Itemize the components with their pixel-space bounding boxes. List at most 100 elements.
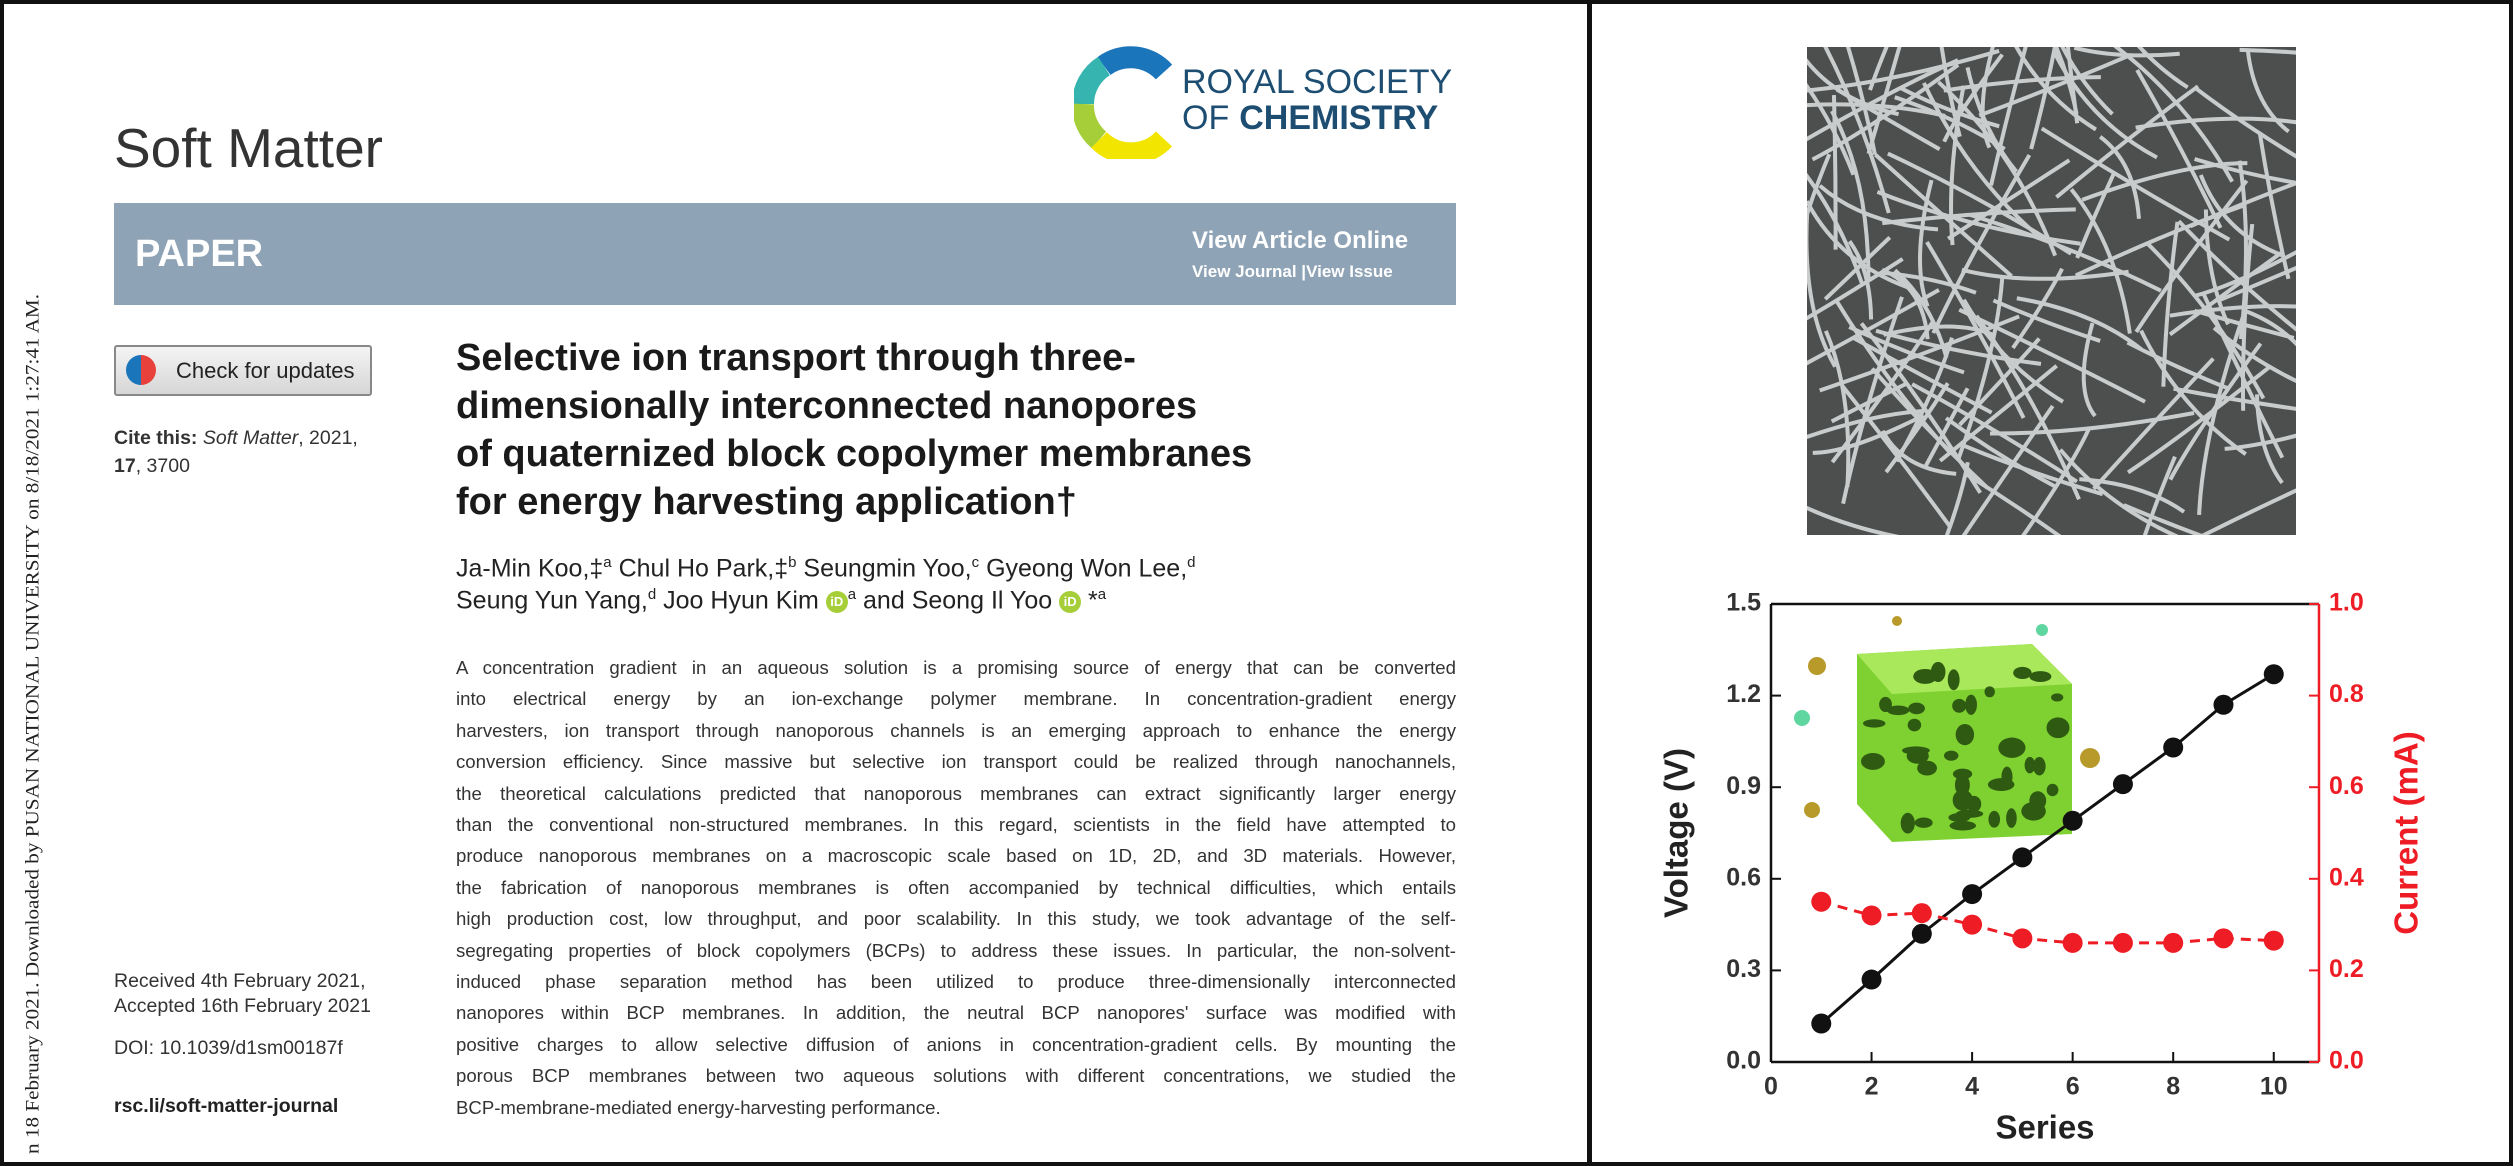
sem-stripe	[1818, 184, 1939, 232]
data-point	[1911, 903, 1932, 924]
sem-stripe	[1949, 85, 1966, 246]
pore	[1988, 810, 2001, 828]
check-updates-button[interactable]: Check for updates	[114, 345, 372, 396]
publisher-logo: ROYAL SOCIETY OF CHEMISTRY	[1074, 46, 1452, 159]
sem-stripe	[2011, 267, 2064, 350]
received: Received 4th February 2021,	[114, 970, 366, 992]
pore	[1949, 820, 1977, 831]
pore	[2021, 801, 2046, 821]
sem-stripe	[1960, 442, 2104, 497]
pore	[1955, 723, 1975, 746]
affiliation: b	[788, 554, 797, 571]
sem-stripe	[1882, 207, 2076, 226]
sem-stripe	[1807, 288, 1940, 366]
abstract-line: positive charges to allow selective diff…	[456, 1033, 1456, 1055]
orcid-icon[interactable]: iD	[1059, 591, 1082, 614]
sem-stripe	[1807, 505, 1900, 535]
pore	[2046, 783, 2059, 797]
pore	[1862, 719, 1886, 728]
author: Seungmin Yoo,	[803, 554, 972, 583]
authors-line1: Ja-Min Koo,‡a Chul Ho Park,‡b Seungmin Y…	[456, 554, 1195, 583]
title-line: dimensionally interconnected nanopores	[456, 385, 1198, 427]
sem-stripe	[2203, 209, 2230, 326]
orcid-icon[interactable]: iD	[825, 591, 848, 614]
sem-stripe	[2168, 342, 2263, 481]
sem-stripe	[1947, 158, 2071, 241]
link-separator: |	[1301, 262, 1307, 281]
logo-ring	[1074, 46, 1173, 159]
sem-stripe	[1880, 429, 1957, 476]
y2-tick-label: 0.4	[2329, 863, 2364, 891]
data-point	[2112, 932, 2133, 953]
affiliation: a	[603, 554, 612, 571]
sem-stripe	[1845, 47, 1877, 156]
sem-stripe	[1956, 277, 2005, 459]
y-axis-label: Voltage (V)	[1658, 748, 1695, 918]
view-article-online[interactable]: View Article Online	[1192, 227, 1409, 254]
pore	[1965, 694, 1977, 715]
sem-stripe	[2029, 47, 2057, 150]
y-tick-label: 0.3	[1726, 955, 1761, 983]
data-point	[2112, 774, 2133, 795]
sem-stripe	[1962, 298, 2065, 404]
sem-stripe	[1895, 337, 1954, 463]
x-tick-label: 4	[1965, 1073, 1979, 1101]
pore	[2029, 671, 2052, 682]
pore	[2046, 717, 2070, 739]
y2-tick-label: 0.0	[2329, 1047, 2364, 1075]
affiliation: a	[847, 586, 857, 603]
sem-stripe	[1875, 328, 2042, 366]
sem-stripe	[1939, 47, 1962, 138]
pore	[2013, 666, 2032, 679]
pore	[1886, 705, 1910, 716]
data-point	[1861, 969, 1882, 990]
abstract-line: conversion efficiency. Since massive but…	[456, 751, 1456, 773]
view-issue[interactable]: View Issue	[1306, 262, 1393, 281]
sem-stripe	[2016, 296, 2143, 351]
affiliation: d	[1187, 554, 1196, 571]
y-tick-label: 0.6	[1726, 863, 1761, 891]
abstract-line: segregating properties of block copolyme…	[456, 939, 1456, 961]
abstract-line: A concentration gradient in an aqueous s…	[456, 657, 1456, 678]
pore	[1966, 795, 1982, 813]
sem-stripe	[1811, 63, 1960, 162]
pore	[1908, 702, 1925, 715]
y-tick-label: 0.9	[1726, 772, 1761, 800]
sem-stripe	[1989, 411, 2195, 436]
y2-tick-label: 0.6	[2329, 772, 2364, 800]
sem-stripe	[1958, 307, 2146, 404]
view-journal[interactable]: View Journal	[1192, 262, 1297, 281]
journal-link[interactable]: rsc.li/soft-matter-journal	[114, 1095, 339, 1117]
data-point	[2263, 664, 2284, 685]
sem-stripe	[2135, 68, 2223, 229]
sem-stripe	[1944, 461, 1970, 535]
sem-stripe	[2168, 250, 2283, 337]
sem-stripe	[2060, 47, 2114, 116]
sem-stripe	[2161, 221, 2180, 387]
x-tick-label: 10	[2260, 1073, 2288, 1101]
data-point	[1962, 914, 1983, 935]
y-tick-label: 0.0	[1726, 1047, 1761, 1075]
sem-stripe	[1807, 82, 1856, 176]
corresponding-mark: *	[1088, 586, 1098, 615]
pore	[1917, 760, 1937, 776]
pore	[1998, 737, 2026, 758]
sem-stripe	[2224, 433, 2296, 451]
sem-stripe	[2081, 161, 2248, 202]
y2-tick-label: 1.0	[2329, 589, 2364, 617]
x-tick-label: 2	[1865, 1073, 1879, 1101]
pore	[1900, 812, 1915, 834]
cite-volume: 17	[114, 455, 136, 477]
abstract-line: harvesters, ion transport through nanopo…	[456, 719, 1456, 741]
abstract-line: induced phase separation method has been…	[456, 971, 1456, 993]
sem-stripe	[1807, 409, 1922, 439]
sem-stripe	[1942, 53, 2004, 143]
sem-stripe	[2146, 242, 2266, 400]
sem-stripe	[2192, 85, 2296, 159]
pore	[1914, 817, 1933, 828]
pore	[1907, 718, 1922, 732]
author: Gyeong Won Lee,	[986, 554, 1188, 583]
data-point	[1911, 923, 1932, 944]
sem-stripe	[2052, 51, 2158, 160]
